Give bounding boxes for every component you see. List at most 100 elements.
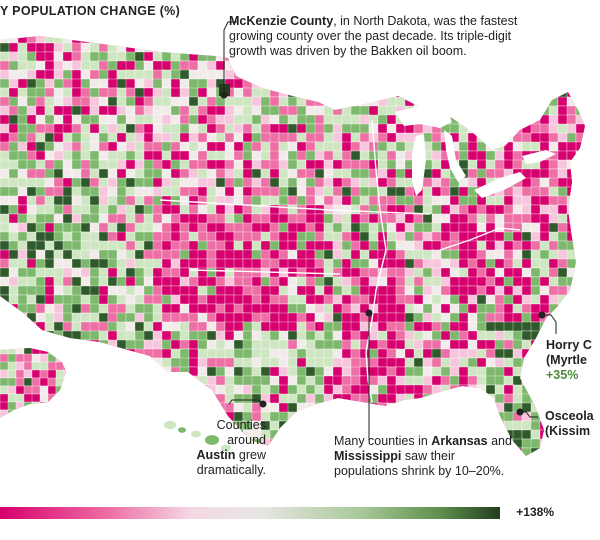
county-cell bbox=[521, 384, 534, 396]
county-cell bbox=[458, 132, 470, 143]
county-cell bbox=[530, 42, 542, 53]
county-cell bbox=[458, 96, 472, 108]
county-cell bbox=[0, 420, 11, 432]
county-cell bbox=[458, 375, 470, 386]
contiguous-us bbox=[0, 36, 585, 466]
county-cell bbox=[458, 303, 470, 315]
county-cell bbox=[0, 213, 11, 224]
county-cell bbox=[278, 60, 291, 72]
county-cell bbox=[431, 78, 443, 89]
county-cell bbox=[332, 177, 344, 188]
county-cell bbox=[44, 132, 55, 144]
county-cell bbox=[108, 457, 120, 466]
county-cell bbox=[161, 357, 173, 368]
county-cell bbox=[53, 51, 64, 62]
county-cell bbox=[377, 393, 389, 404]
county-cell bbox=[269, 69, 283, 80]
county-cell bbox=[404, 87, 415, 100]
county-cell bbox=[305, 384, 316, 395]
county-cell bbox=[377, 402, 388, 414]
county-cell bbox=[575, 204, 585, 215]
county-cell bbox=[377, 339, 389, 350]
county-cell bbox=[512, 231, 523, 243]
county-cell bbox=[269, 222, 280, 233]
county-cell bbox=[17, 150, 29, 161]
county-cell bbox=[566, 60, 579, 72]
county-cell bbox=[413, 330, 425, 341]
county-cell bbox=[485, 384, 497, 396]
mckenzie-text: , in North Dakota, was the fastest growi… bbox=[229, 14, 518, 58]
county-cell bbox=[278, 294, 290, 305]
county-cell bbox=[539, 447, 550, 456]
county-cell bbox=[35, 411, 49, 422]
county-cell bbox=[31, 361, 42, 372]
county-cell bbox=[557, 384, 569, 396]
county-cell bbox=[8, 186, 20, 197]
county-cell bbox=[422, 60, 435, 71]
county-cell bbox=[116, 321, 128, 333]
river-or-border-line bbox=[365, 119, 387, 403]
county-cell bbox=[98, 294, 109, 306]
county-cell bbox=[584, 123, 585, 136]
county-cell bbox=[47, 377, 57, 388]
county-cell bbox=[350, 123, 361, 134]
county-cell bbox=[305, 393, 317, 404]
county-cell bbox=[23, 369, 33, 379]
county-cell bbox=[422, 402, 433, 413]
county-cell bbox=[584, 438, 585, 450]
county-cell bbox=[17, 429, 28, 442]
county-cell bbox=[233, 276, 244, 287]
county-cell bbox=[584, 249, 585, 262]
county-cell bbox=[494, 168, 506, 179]
county-cell bbox=[323, 123, 335, 134]
county-cell bbox=[26, 330, 39, 341]
county-cell bbox=[566, 36, 578, 44]
county-cell bbox=[44, 276, 55, 288]
county-cell bbox=[305, 60, 317, 73]
austin-marker bbox=[259, 400, 267, 408]
county-cell bbox=[521, 105, 533, 116]
county-cell bbox=[422, 258, 434, 270]
county-cell bbox=[503, 114, 514, 127]
county-cell bbox=[0, 401, 10, 411]
county-cell bbox=[323, 60, 334, 72]
county-cell bbox=[548, 276, 559, 287]
county-cell bbox=[53, 402, 65, 415]
county-cell bbox=[197, 294, 208, 305]
county-cell bbox=[143, 168, 154, 179]
county-cell bbox=[494, 420, 505, 433]
county-cell bbox=[215, 258, 227, 269]
county-cell bbox=[215, 114, 226, 125]
county-cell bbox=[224, 294, 235, 305]
county-cell bbox=[116, 438, 127, 450]
county-cell bbox=[476, 285, 487, 296]
county-cell bbox=[31, 393, 42, 403]
county-cell bbox=[89, 96, 101, 108]
county-cell bbox=[15, 369, 25, 380]
county-cell bbox=[44, 438, 56, 449]
county-cell bbox=[341, 141, 353, 153]
county-cell bbox=[314, 321, 325, 332]
county-cell bbox=[413, 258, 425, 270]
county-cell bbox=[71, 312, 82, 323]
austin-leader-line bbox=[228, 399, 264, 405]
county-cell bbox=[467, 348, 479, 359]
county-cell bbox=[53, 303, 65, 314]
county-cell bbox=[116, 384, 128, 397]
county-cell bbox=[161, 285, 173, 297]
county-cell bbox=[143, 141, 155, 153]
county-cell bbox=[71, 420, 83, 433]
county-cell bbox=[566, 384, 580, 396]
county-cell bbox=[80, 420, 94, 433]
county-cell bbox=[53, 231, 65, 242]
county-cell bbox=[287, 213, 299, 225]
county-cell bbox=[296, 204, 307, 215]
county-cell bbox=[548, 78, 560, 89]
county-cell bbox=[233, 150, 244, 162]
county-cell bbox=[134, 447, 147, 456]
county-cell bbox=[44, 402, 56, 415]
county-cell bbox=[107, 123, 119, 135]
county-cell bbox=[242, 186, 253, 197]
county-cell bbox=[125, 375, 136, 388]
county-cell bbox=[548, 87, 561, 99]
